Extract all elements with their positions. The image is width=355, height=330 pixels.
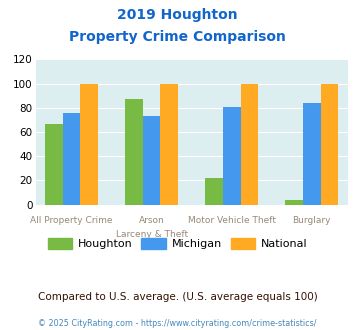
- Text: Larceny & Theft: Larceny & Theft: [116, 230, 188, 239]
- Bar: [205, 178, 223, 205]
- Bar: [80, 83, 98, 205]
- Text: Arson: Arson: [139, 216, 164, 225]
- Bar: [160, 83, 178, 205]
- Bar: [125, 99, 143, 205]
- Text: Compared to U.S. average. (U.S. average equals 100): Compared to U.S. average. (U.S. average …: [38, 292, 317, 302]
- Bar: [285, 200, 303, 205]
- Bar: [63, 113, 80, 205]
- Text: Motor Vehicle Theft: Motor Vehicle Theft: [188, 216, 276, 225]
- Bar: [321, 83, 338, 205]
- Bar: [143, 116, 160, 205]
- Bar: [303, 103, 321, 205]
- Bar: [45, 123, 63, 205]
- Text: 2019 Houghton: 2019 Houghton: [117, 8, 238, 22]
- Text: All Property Crime: All Property Crime: [30, 216, 113, 225]
- Text: Property Crime Comparison: Property Crime Comparison: [69, 30, 286, 44]
- Bar: [241, 83, 258, 205]
- Text: © 2025 CityRating.com - https://www.cityrating.com/crime-statistics/: © 2025 CityRating.com - https://www.city…: [38, 319, 317, 328]
- Bar: [223, 107, 241, 205]
- Text: Burglary: Burglary: [293, 216, 331, 225]
- Legend: Houghton, Michigan, National: Houghton, Michigan, National: [43, 234, 312, 253]
